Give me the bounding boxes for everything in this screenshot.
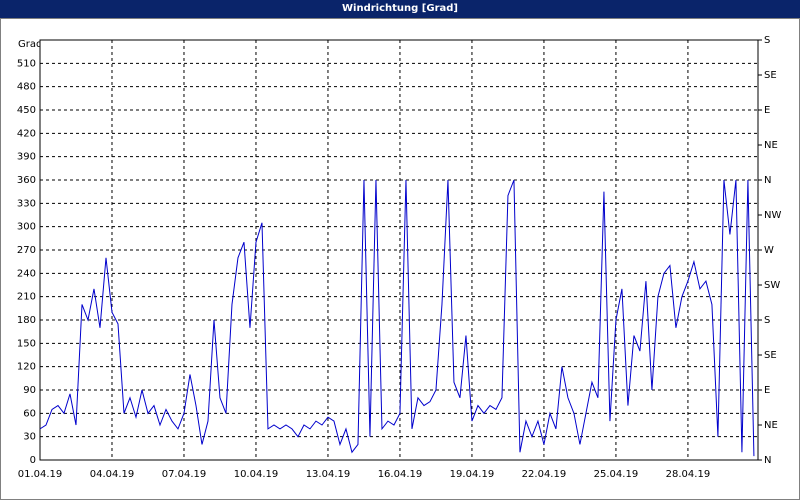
y-tick-label: 30 xyxy=(23,432,36,443)
title-bar: Windrichtung [Grad] xyxy=(0,0,800,18)
x-tick-label: 01.04.19 xyxy=(18,469,63,480)
y2-tick-label: NW xyxy=(764,210,781,221)
y-axis-label: Grad xyxy=(18,39,42,50)
y-tick-label: 510 xyxy=(17,58,36,69)
x-tick-label: 19.04.19 xyxy=(450,469,495,480)
y-tick-label: 360 xyxy=(17,175,36,186)
y-tick-label: 210 xyxy=(17,292,36,303)
y-tick-label: 480 xyxy=(17,82,36,93)
y2-tick-label: NE xyxy=(764,420,778,431)
y-tick-label: 150 xyxy=(17,338,36,349)
y2-tick-label: SE xyxy=(764,70,777,81)
x-tick-label: 13.04.19 xyxy=(306,469,351,480)
y-tick-label: 390 xyxy=(17,152,36,163)
y-tick-label: 120 xyxy=(17,362,36,373)
plot-area xyxy=(39,39,759,461)
x-tick-label: 04.04.19 xyxy=(90,469,135,480)
y2-tick-label: S xyxy=(764,315,770,326)
x-tick-label: 25.04.19 xyxy=(594,469,639,480)
y-tick-label: 0 xyxy=(30,455,36,466)
y2-tick-label: N xyxy=(764,455,771,466)
data-line xyxy=(39,179,755,457)
y2-tick-label: W xyxy=(764,245,774,256)
y-tick-label: 420 xyxy=(17,128,36,139)
y2-tick-label: S xyxy=(764,35,770,46)
y-tick-label: 60 xyxy=(23,408,36,419)
y2-tick-label: E xyxy=(764,105,770,116)
y-tick-label: 90 xyxy=(23,385,36,396)
y-tick-label: 300 xyxy=(17,222,36,233)
y-tick-label: 240 xyxy=(17,268,36,279)
y-tick-label: 450 xyxy=(17,105,36,116)
x-tick-label: 16.04.19 xyxy=(378,469,423,480)
x-tick-label: 07.04.19 xyxy=(162,469,207,480)
y2-tick-label: SE xyxy=(764,350,777,361)
y-tick-label: 270 xyxy=(17,245,36,256)
y2-tick-label: SW xyxy=(764,280,780,291)
y2-tick-label: NE xyxy=(764,140,778,151)
y2-tick-label: N xyxy=(764,175,771,186)
y-tick-label: 330 xyxy=(17,198,36,209)
x-tick-label: 22.04.19 xyxy=(522,469,567,480)
y2-tick-label: E xyxy=(764,385,770,396)
x-tick-label: 10.04.19 xyxy=(234,469,279,480)
x-tick-label: 28.04.19 xyxy=(666,469,711,480)
y-tick-label: 180 xyxy=(17,315,36,326)
